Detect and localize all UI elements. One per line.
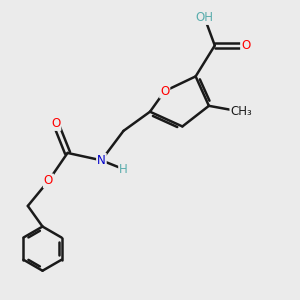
Text: O: O [241, 39, 250, 52]
Text: OH: OH [196, 11, 214, 24]
Text: O: O [160, 85, 169, 98]
Text: H: H [119, 163, 128, 176]
Text: O: O [51, 117, 60, 130]
Text: N: N [97, 154, 106, 167]
Text: O: O [44, 174, 53, 188]
Text: CH₃: CH₃ [230, 105, 252, 118]
